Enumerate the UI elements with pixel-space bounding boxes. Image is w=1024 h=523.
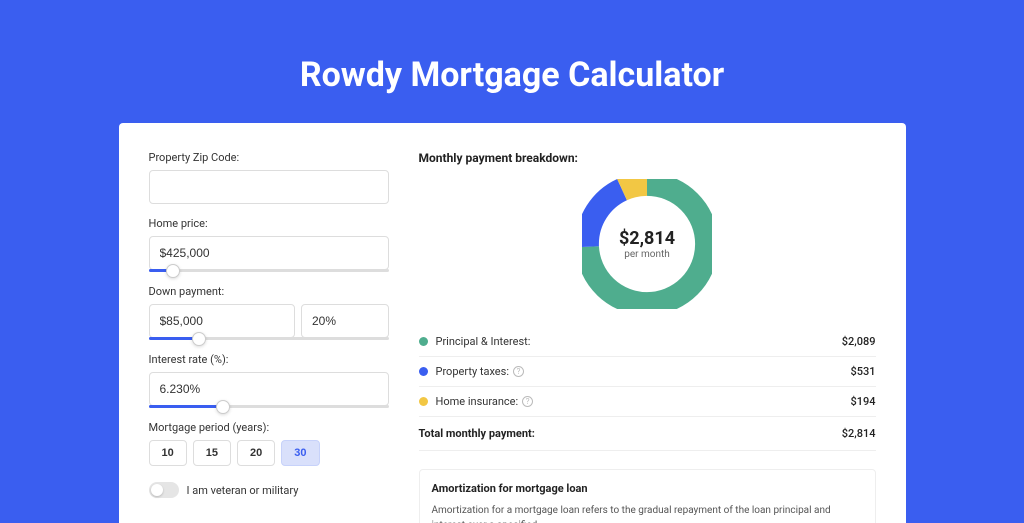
veteran-toggle[interactable]: [149, 482, 179, 498]
veteran-label: I am veteran or military: [187, 484, 299, 497]
legend-value: $531: [850, 365, 875, 378]
interest-rate-input[interactable]: [149, 372, 389, 406]
slider-thumb[interactable]: [166, 264, 180, 278]
down-payment-input[interactable]: [149, 304, 295, 338]
legend-row: Principal & Interest:$2,089: [419, 327, 876, 357]
home-price-slider[interactable]: [149, 269, 389, 272]
period-option-10[interactable]: 10: [149, 440, 187, 466]
page-title: Rowdy Mortgage Calculator: [0, 55, 1024, 95]
legend-label: Home insurance:?: [436, 395, 851, 408]
legend-dot: [419, 397, 428, 406]
legend-dot: [419, 337, 428, 346]
info-icon[interactable]: ?: [522, 396, 533, 407]
calculator-card: Property Zip Code: Home price: Down paym…: [119, 123, 906, 523]
donut-chart: $2,814 per month: [582, 179, 712, 309]
interest-rate-slider[interactable]: [149, 405, 389, 408]
home-price-label: Home price:: [149, 217, 389, 230]
info-icon[interactable]: ?: [513, 366, 524, 377]
legend-dot: [419, 367, 428, 376]
period-option-15[interactable]: 15: [193, 440, 231, 466]
donut-wrap: $2,814 per month: [419, 179, 876, 309]
legend-list: Principal & Interest:$2,089Property taxe…: [419, 327, 876, 417]
down-payment-group: Down payment:: [149, 285, 389, 340]
slider-thumb[interactable]: [192, 332, 206, 346]
period-options: 10152030: [149, 440, 389, 466]
period-group: Mortgage period (years): 10152030: [149, 421, 389, 466]
period-option-30[interactable]: 30: [281, 440, 319, 466]
zip-field-group: Property Zip Code:: [149, 151, 389, 204]
legend-value: $2,089: [842, 335, 876, 348]
period-option-20[interactable]: 20: [237, 440, 275, 466]
legend-row: Home insurance:?$194: [419, 387, 876, 417]
breakdown-title: Monthly payment breakdown:: [419, 151, 876, 165]
donut-sub: per month: [624, 249, 670, 260]
down-payment-percent-input[interactable]: [301, 304, 389, 338]
interest-rate-group: Interest rate (%):: [149, 353, 389, 408]
amortization-box: Amortization for mortgage loan Amortizat…: [419, 469, 876, 523]
page-container: Rowdy Mortgage Calculator Property Zip C…: [0, 0, 1024, 512]
legend-label: Property taxes:?: [436, 365, 851, 378]
home-price-input[interactable]: [149, 236, 389, 270]
down-payment-label: Down payment:: [149, 285, 389, 298]
form-panel: Property Zip Code: Home price: Down paym…: [149, 151, 389, 523]
interest-rate-label: Interest rate (%):: [149, 353, 389, 366]
total-label: Total monthly payment:: [419, 427, 842, 440]
zip-label: Property Zip Code:: [149, 151, 389, 164]
zip-input[interactable]: [149, 170, 389, 204]
veteran-row: I am veteran or military: [149, 482, 389, 498]
amortization-text: Amortization for a mortgage loan refers …: [432, 503, 863, 523]
total-row: Total monthly payment: $2,814: [419, 417, 876, 451]
donut-amount: $2,814: [619, 228, 675, 249]
down-payment-slider[interactable]: [149, 337, 389, 340]
legend-row: Property taxes:?$531: [419, 357, 876, 387]
period-label: Mortgage period (years):: [149, 421, 389, 434]
legend-value: $194: [850, 395, 875, 408]
legend-label: Principal & Interest:: [436, 335, 842, 348]
total-value: $2,814: [842, 427, 876, 440]
breakdown-panel: Monthly payment breakdown: $2,814 per mo…: [419, 151, 876, 523]
home-price-group: Home price:: [149, 217, 389, 272]
toggle-knob: [151, 484, 163, 496]
donut-center: $2,814 per month: [582, 179, 712, 309]
slider-thumb[interactable]: [216, 400, 230, 414]
amortization-title: Amortization for mortgage loan: [432, 482, 863, 495]
